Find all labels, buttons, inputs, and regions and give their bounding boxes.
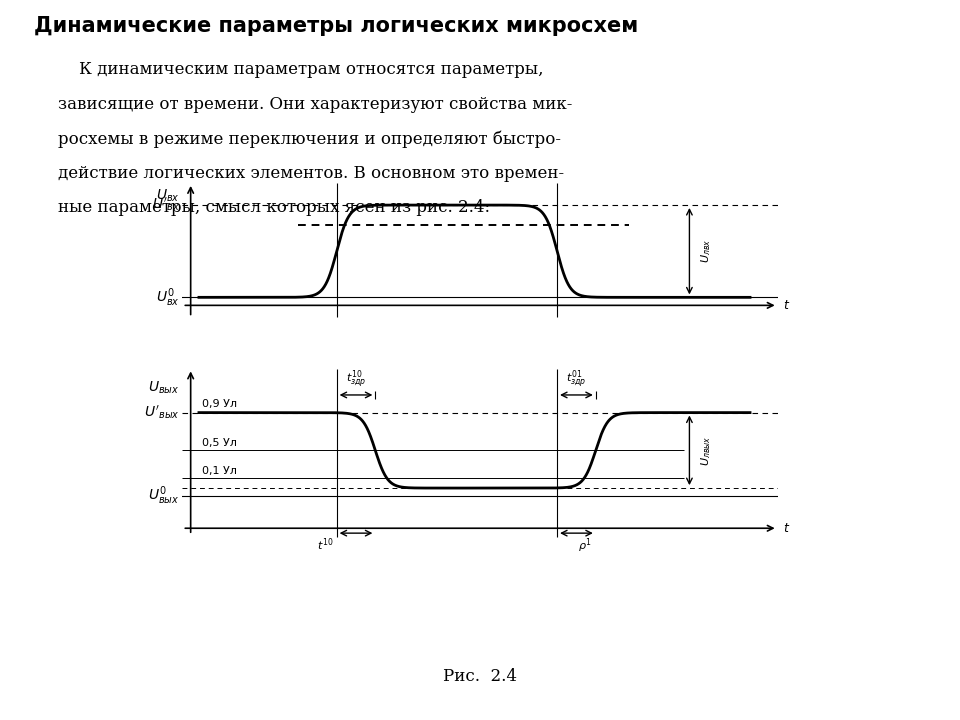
Text: 0,9 Ул: 0,9 Ул (202, 399, 237, 409)
Text: $U'_{вх}$: $U'_{вх}$ (152, 195, 180, 213)
Text: 0,5 Ул: 0,5 Ул (202, 438, 236, 448)
Text: $U_{вх}$: $U_{вх}$ (156, 188, 180, 204)
Text: действие логических элементов. В основном это времен-: действие логических элементов. В основно… (58, 165, 564, 182)
Text: $U_{л вх}$: $U_{л вх}$ (699, 239, 713, 264)
Text: $t$: $t$ (783, 299, 790, 312)
Text: Динамические параметры логических микросхем: Динамические параметры логических микрос… (34, 16, 637, 36)
Text: росхемы в режиме переключения и определяют быстро-: росхемы в режиме переключения и определя… (58, 130, 561, 148)
Text: ные параметры, смысл которых ясен из рис. 2.4:: ные параметры, смысл которых ясен из рис… (58, 199, 490, 217)
Text: $t^{10}_{здр}$: $t^{10}_{здр}$ (346, 369, 366, 391)
Text: Рис.  2.4: Рис. 2.4 (443, 668, 517, 685)
Text: зависящие от времени. Они характеризуют свойства мик-: зависящие от времени. Они характеризуют … (58, 96, 572, 113)
Text: $U^0_{вх}$: $U^0_{вх}$ (156, 286, 180, 309)
Text: К динамическим параметрам относятся параметры,: К динамическим параметрам относятся пара… (58, 61, 543, 78)
Text: $t^{10}$: $t^{10}$ (318, 536, 334, 553)
Text: 0,1 Ул: 0,1 Ул (202, 467, 236, 477)
Text: $U_{вых}$: $U_{вых}$ (148, 380, 180, 396)
Text: $t^{01}_{здр}$: $t^{01}_{здр}$ (566, 369, 587, 391)
Text: $t$: $t$ (783, 522, 790, 535)
Text: $U'_{вых}$: $U'_{вых}$ (144, 404, 180, 421)
Text: $U^0_{вых}$: $U^0_{вых}$ (148, 485, 180, 507)
Text: $U_{л вых}$: $U_{л вых}$ (699, 435, 713, 466)
Text: $\rho^1$: $\rho^1$ (578, 536, 591, 554)
